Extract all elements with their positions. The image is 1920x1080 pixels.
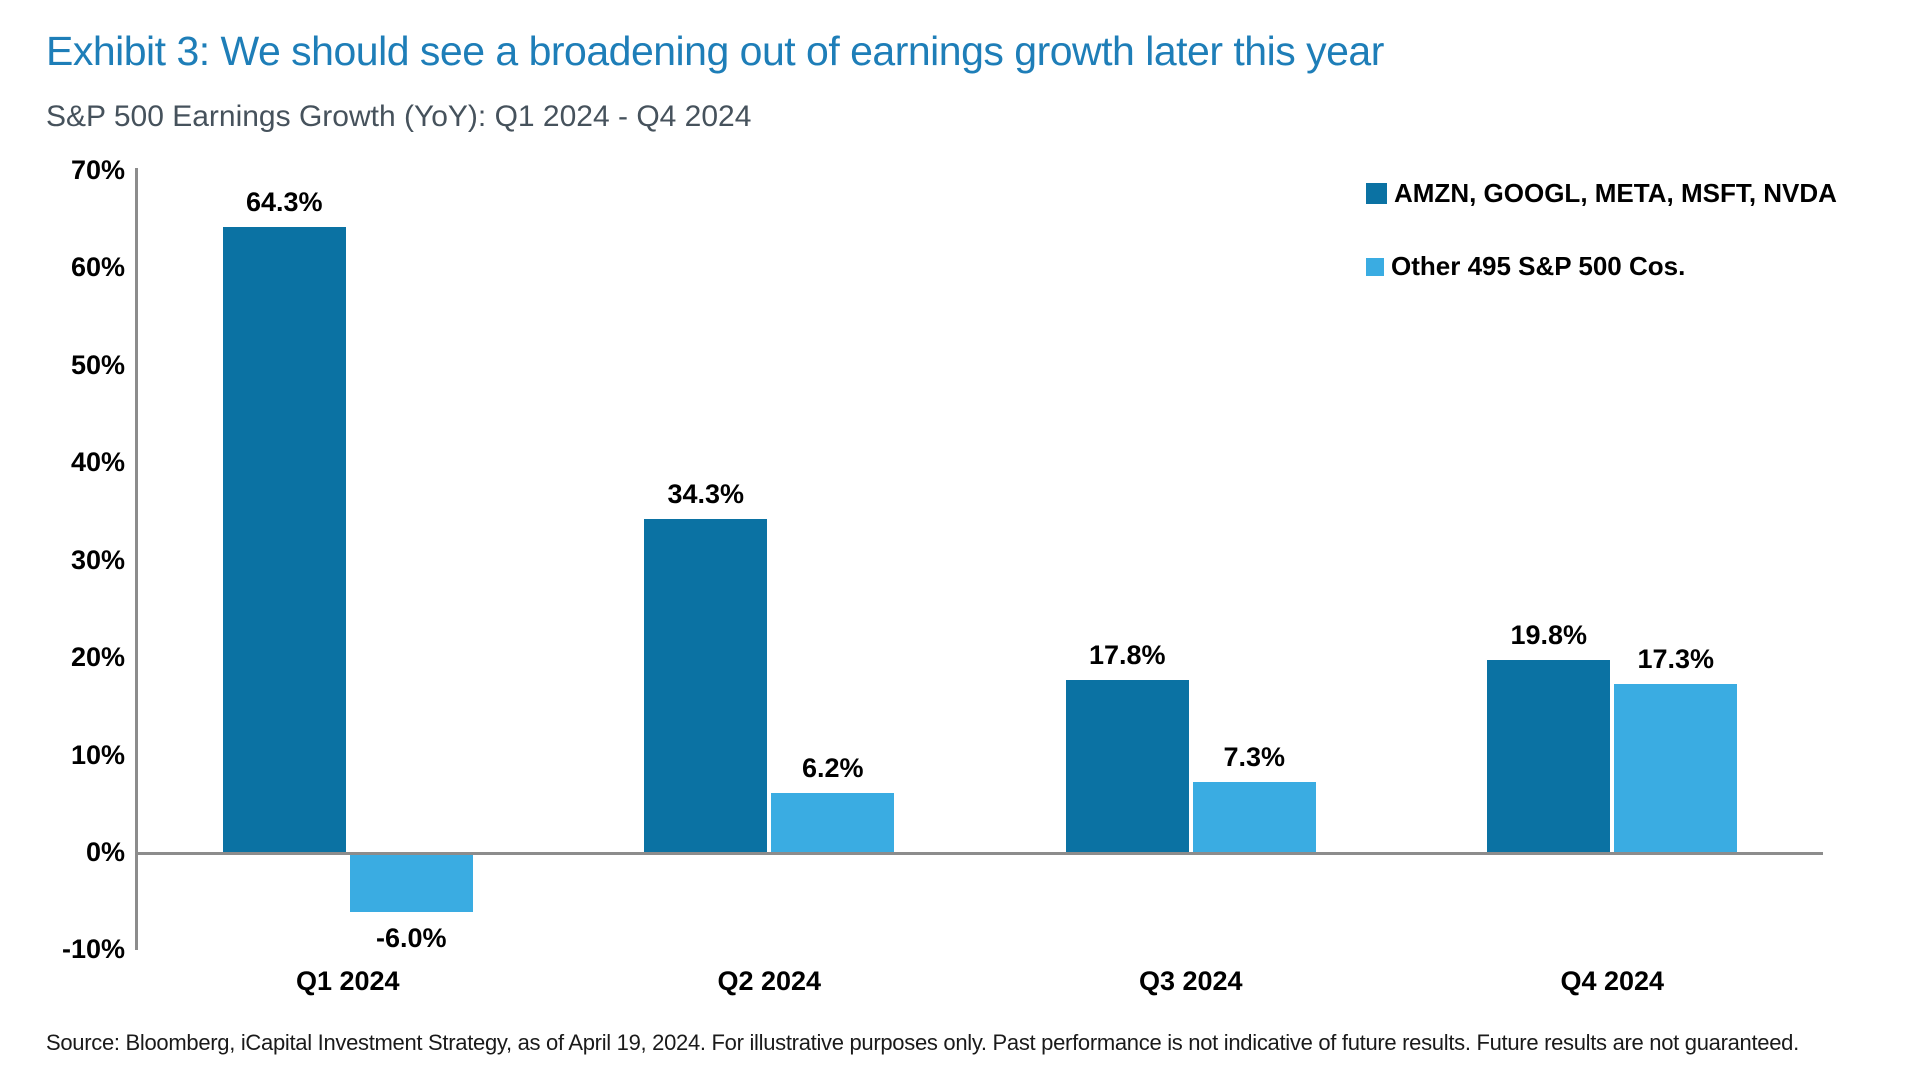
chart-subtitle: S&P 500 Earnings Growth (YoY): Q1 2024 -… [46,100,752,133]
bar-other495-q2-2024 [771,792,895,853]
bar-mega5-q4-2024 [1487,660,1611,853]
y-axis-tick-label: -10% [61,934,125,965]
y-axis-tick-label: 30% [70,544,125,575]
y-axis-tick-label: 0% [85,837,125,867]
legend-item: Other 495 S&P 500 Cos. [1366,251,1837,282]
source-disclaimer: Source: Bloomberg, iCapital Investment S… [46,1030,1799,1055]
chart-legend: AMZN, GOOGL, META, MSFT, NVDA Other 495 … [1366,178,1837,282]
x-axis-baseline [137,852,1823,855]
bar-other495-q1-2024 [349,854,473,913]
legend-label-series-2: Other 495 S&P 500 Cos. [1391,251,1686,281]
y-axis-tick-label: 50% [70,349,125,380]
legend-item: AMZN, GOOGL, META, MSFT, NVDA [1366,178,1837,209]
y-axis-tick-label: 60% [70,252,125,283]
bar-value-label: 17.8% [1088,639,1166,670]
bar-value-label: 34.3% [667,478,745,509]
bar-value-label: 64.3% [245,186,323,217]
y-axis-tick-label: 10% [70,739,125,770]
bar-value-label: 6.2% [801,752,864,783]
bar-other495-q3-2024 [1192,781,1316,853]
bar-mega5-q2-2024 [644,518,768,853]
bar-mega5-q1-2024 [222,226,346,853]
y-axis-line [135,168,138,950]
legend-swatch-series-2 [1366,257,1384,276]
legend-label-series-1: AMZN, GOOGL, META, MSFT, NVDA [1394,178,1837,208]
bar-mega5-q3-2024 [1065,679,1189,853]
bar-value-label: 17.3% [1637,644,1715,675]
y-axis-tick-label: 20% [70,642,125,673]
legend-swatch-series-1 [1366,183,1387,204]
bar-value-label: 7.3% [1223,741,1286,772]
bar-value-label: 19.8% [1510,620,1588,651]
x-axis-label: Q3 2024 [1138,966,1243,996]
exhibit-title: Exhibit 3: We should see a broadening ou… [46,28,1384,74]
x-axis-label: Q2 2024 [717,966,822,996]
bar-value-label: -6.0% [375,923,447,954]
y-axis-tick-label: 70% [70,154,125,185]
y-axis-tick-label: 40% [70,447,125,478]
bar-other495-q4-2024 [1614,684,1738,853]
x-axis-label: Q1 2024 [295,966,400,996]
x-axis-label: Q4 2024 [1560,966,1665,996]
